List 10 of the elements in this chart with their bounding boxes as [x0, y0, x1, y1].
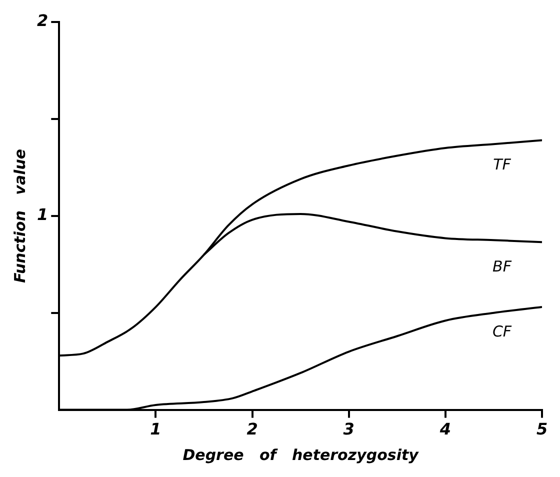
x-tick-label: 4: [438, 420, 451, 439]
x-tick-label: 3: [343, 420, 354, 439]
series-label: BF: [492, 257, 512, 276]
y-axis-title: Function value: [10, 148, 29, 283]
x-tick-label: 1: [150, 420, 162, 439]
x-tick-label: 5: [536, 420, 548, 439]
x-axis-title: Degree of heterozygosity: [182, 446, 420, 464]
series-label: TF: [493, 156, 512, 174]
x-tick-label: 2: [246, 420, 258, 439]
series-label: CF: [492, 322, 512, 340]
